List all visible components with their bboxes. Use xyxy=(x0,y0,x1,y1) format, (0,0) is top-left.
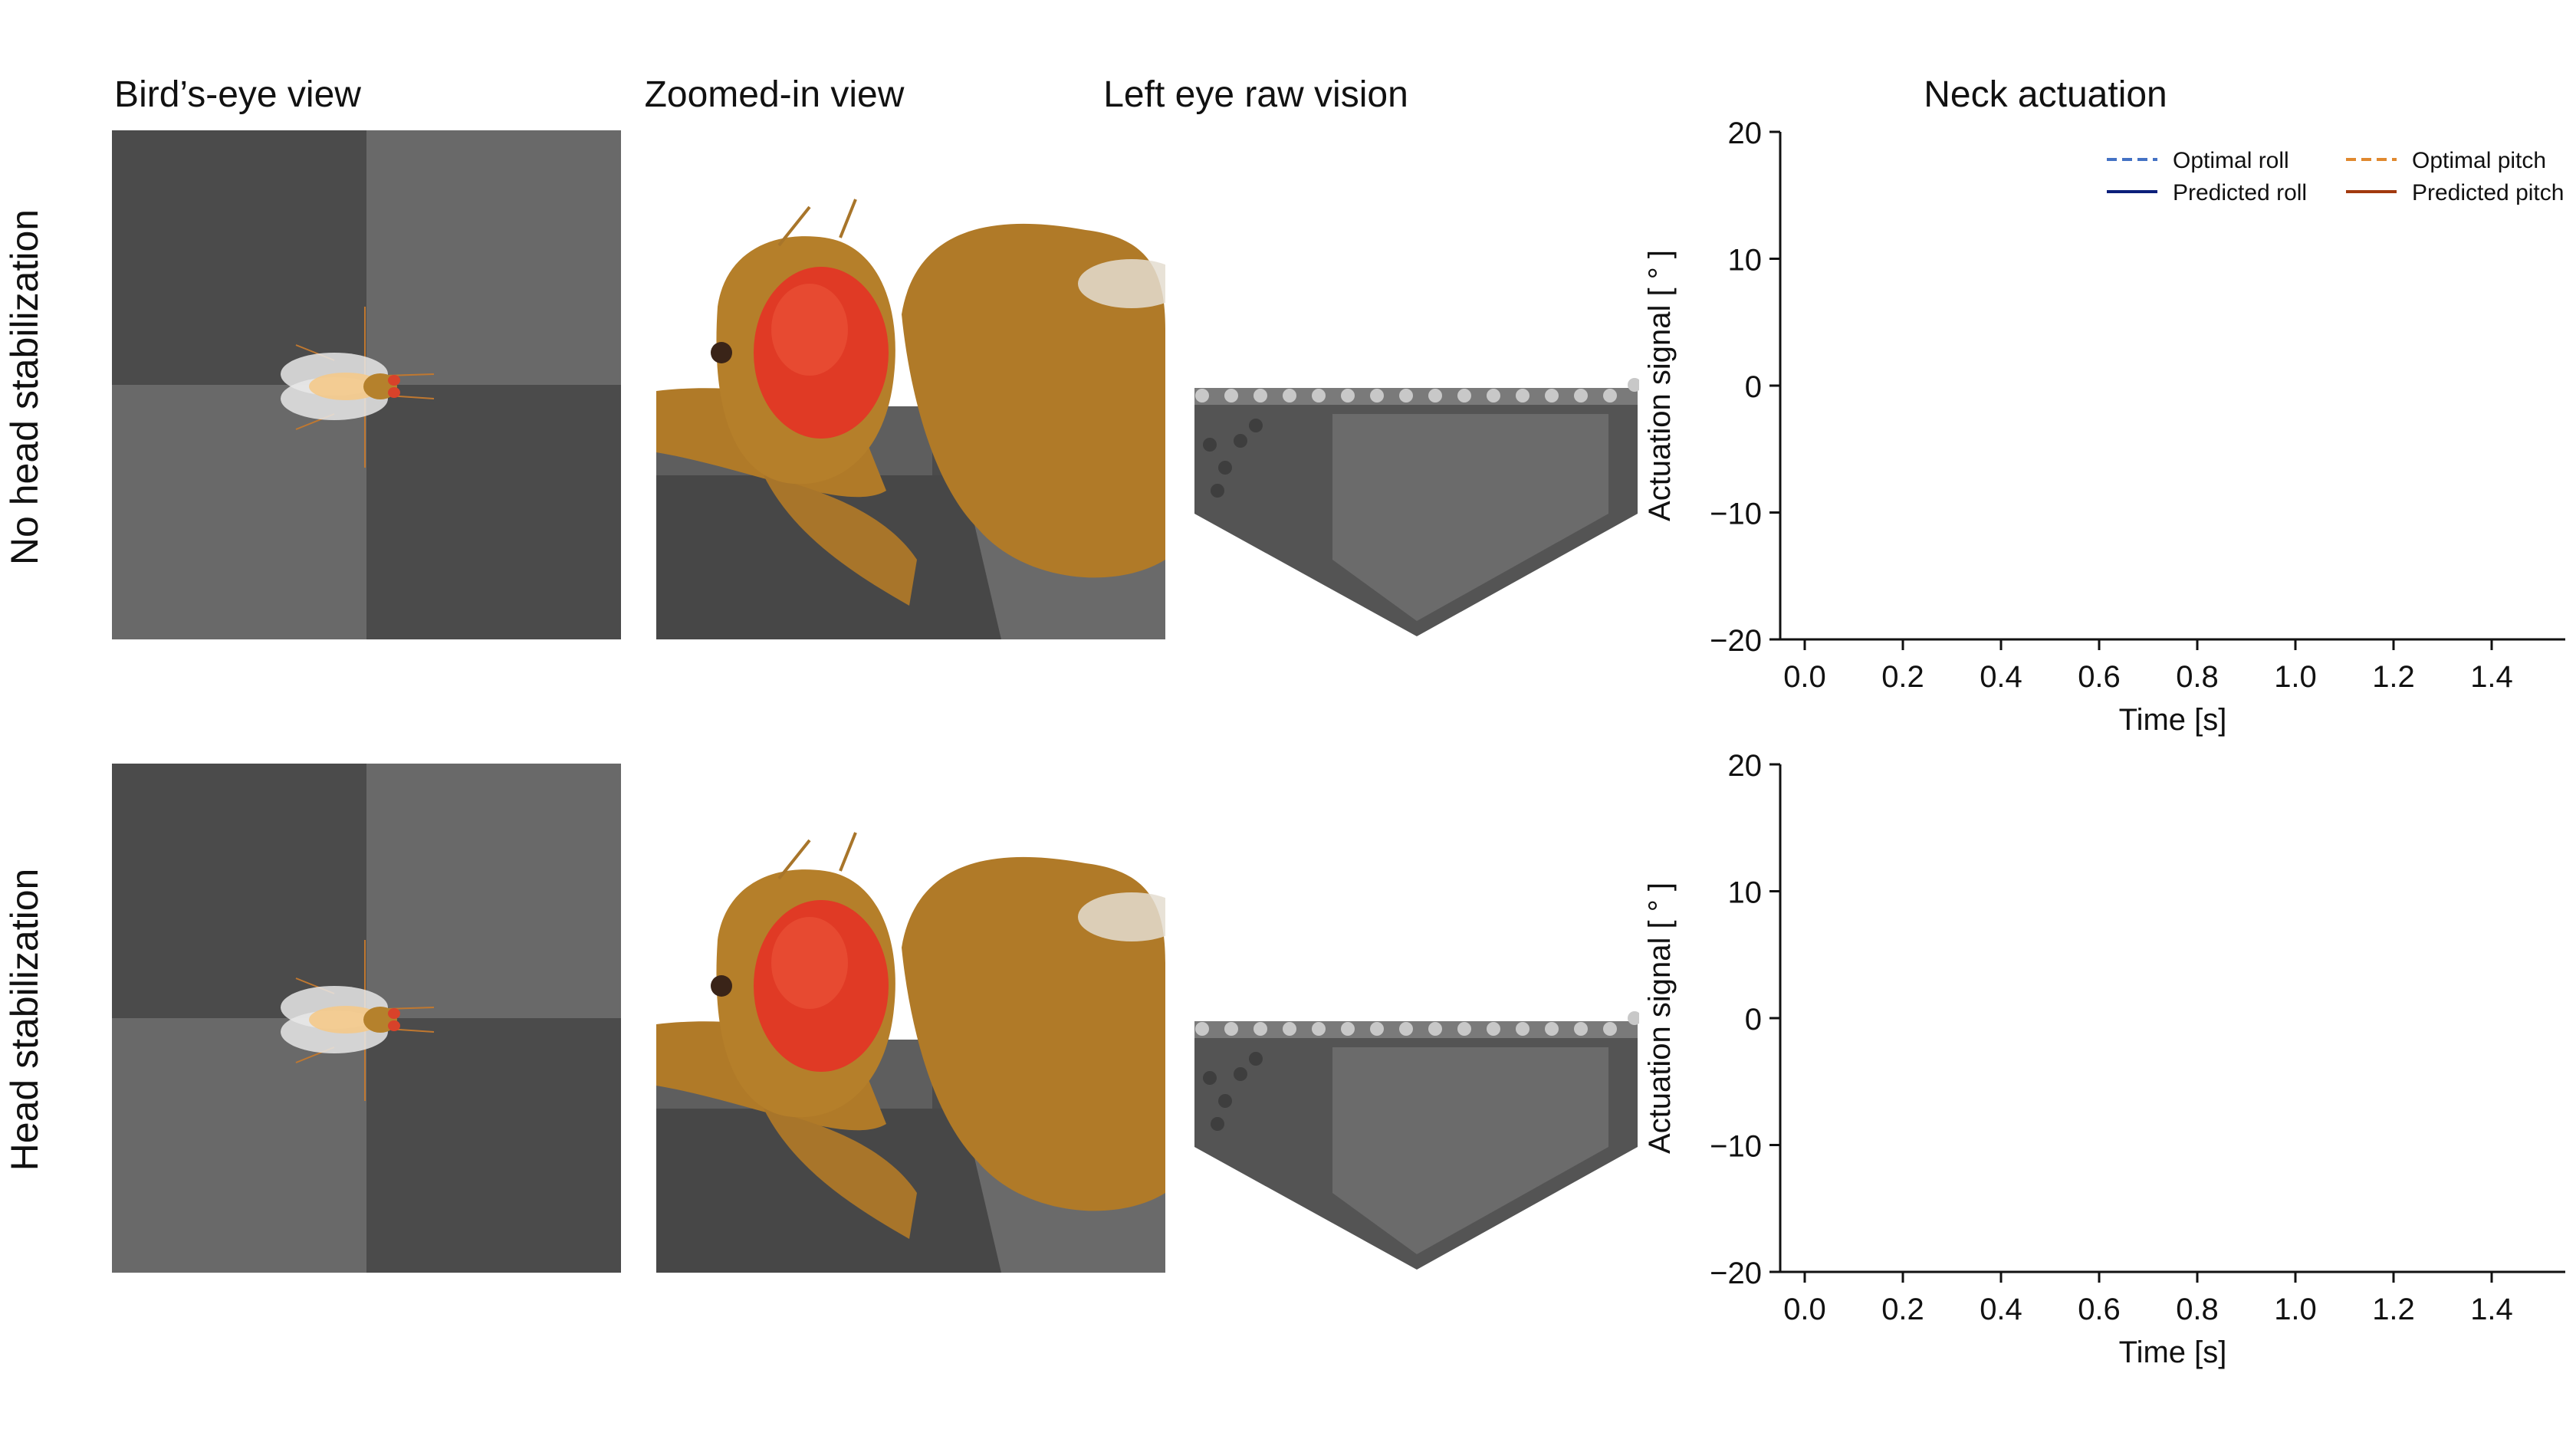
title-left-eye-raw-vision: Left eye raw vision xyxy=(1103,74,1408,115)
zoomed-in-panel-top xyxy=(656,130,1165,639)
y-tick-label: 0 xyxy=(1745,1003,1762,1037)
title-neck-actuation: Neck actuation xyxy=(1924,74,2167,115)
y-tick-label: 10 xyxy=(1728,876,1763,910)
zoomed-in-panel-bottom xyxy=(656,764,1165,1273)
y-tick-label: −20 xyxy=(1710,1257,1762,1290)
legend-label: Predicted roll xyxy=(2173,180,2307,205)
y-tick-label: 20 xyxy=(1728,749,1763,783)
y-tick-label: −20 xyxy=(1710,624,1762,658)
birds-eye-panel-top xyxy=(112,130,621,639)
x-tick-label: 0.8 xyxy=(2176,1293,2219,1326)
row-label-head-stabilization: Head stabilization xyxy=(3,868,46,1171)
fly-top-icon xyxy=(281,307,435,468)
x-tick-label: 1.0 xyxy=(2274,1293,2317,1326)
x-tick-label: 0.2 xyxy=(1881,660,1924,694)
x-tick-label: 0.6 xyxy=(2078,660,2121,694)
legend-label: Optimal roll xyxy=(2173,148,2289,173)
neck-actuation-chart-bottom: 20 10 0 −10 −20 0.0 0.2 0.4 0.6 0.8 1.0 1.2 1.4 Time … xyxy=(1643,749,2565,1369)
fly-head-closeup-icon xyxy=(656,832,1165,1239)
title-birds-eye-view: Bird’s-eye view xyxy=(114,74,361,115)
x-tick-label: 1.2 xyxy=(2372,1293,2415,1326)
y-axis-label: Actuation signal [ ° ] xyxy=(1643,882,1677,1154)
x-tick-label: 0.0 xyxy=(1783,1293,1826,1326)
x-tick-label: 0.0 xyxy=(1783,660,1826,694)
x-tick-label: 0.4 xyxy=(1980,1293,2022,1326)
x-tick-label: 1.4 xyxy=(2470,660,2513,694)
x-tick-label: 0.8 xyxy=(2176,660,2219,694)
fly-head-closeup-icon xyxy=(656,199,1165,606)
x-tick-label: 1.4 xyxy=(2470,1293,2513,1326)
y-tick-label: −10 xyxy=(1710,498,1762,531)
birds-eye-panel-bottom xyxy=(112,764,621,1273)
x-tick-label: 1.0 xyxy=(2274,660,2317,694)
y-tick-label: 10 xyxy=(1728,244,1763,278)
left-eye-vision-panel-bottom xyxy=(1194,764,1639,1273)
x-tick-label: 0.4 xyxy=(1980,660,2022,694)
x-axis-label: Time [s] xyxy=(2119,703,2227,737)
y-axis-label: Actuation signal [ ° ] xyxy=(1643,250,1677,521)
x-tick-label: 1.2 xyxy=(2372,660,2415,694)
title-zoomed-in-view: Zoomed-in view xyxy=(644,74,905,115)
x-tick-label: 0.6 xyxy=(2078,1293,2121,1326)
row-label-no-head-stabilization: No head stabilization xyxy=(3,209,46,566)
neck-actuation-chart-top: 20 10 0 −10 −20 0.0 0.2 0.4 0.6 0.8 1.0 1.2 1.4 Time … xyxy=(1643,117,2565,737)
y-tick-label: 20 xyxy=(1728,117,1763,150)
fly-top-icon xyxy=(281,940,435,1101)
x-axis-label: Time [s] xyxy=(2119,1336,2227,1369)
y-tick-label: −10 xyxy=(1710,1130,1762,1164)
legend-label: Optimal pitch xyxy=(2412,148,2546,173)
x-tick-label: 0.2 xyxy=(1881,1293,1924,1326)
y-tick-label: 0 xyxy=(1745,370,1762,404)
left-eye-vision-panel-top xyxy=(1194,130,1639,639)
legend-label: Predicted pitch xyxy=(2412,180,2564,205)
